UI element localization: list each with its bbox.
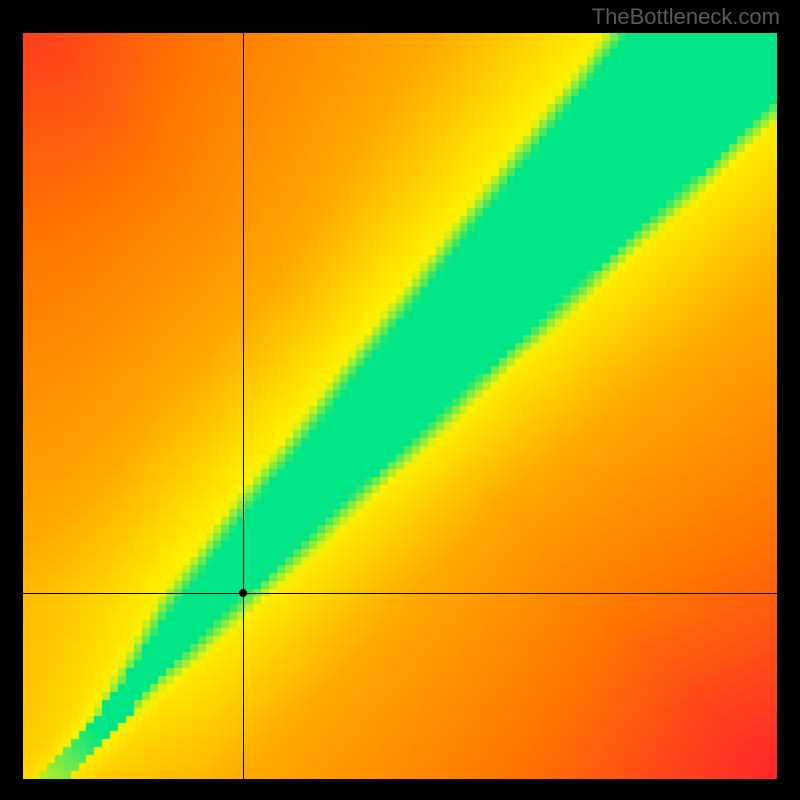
crosshair-horizontal [23, 593, 777, 594]
heatmap-canvas [23, 33, 777, 779]
crosshair-point [239, 589, 247, 597]
crosshair-vertical [243, 33, 244, 779]
watermark-text: TheBottleneck.com [592, 4, 780, 30]
heatmap-plot [23, 33, 777, 779]
chart-container: { "watermark": "TheBottleneck.com", "can… [0, 0, 800, 800]
